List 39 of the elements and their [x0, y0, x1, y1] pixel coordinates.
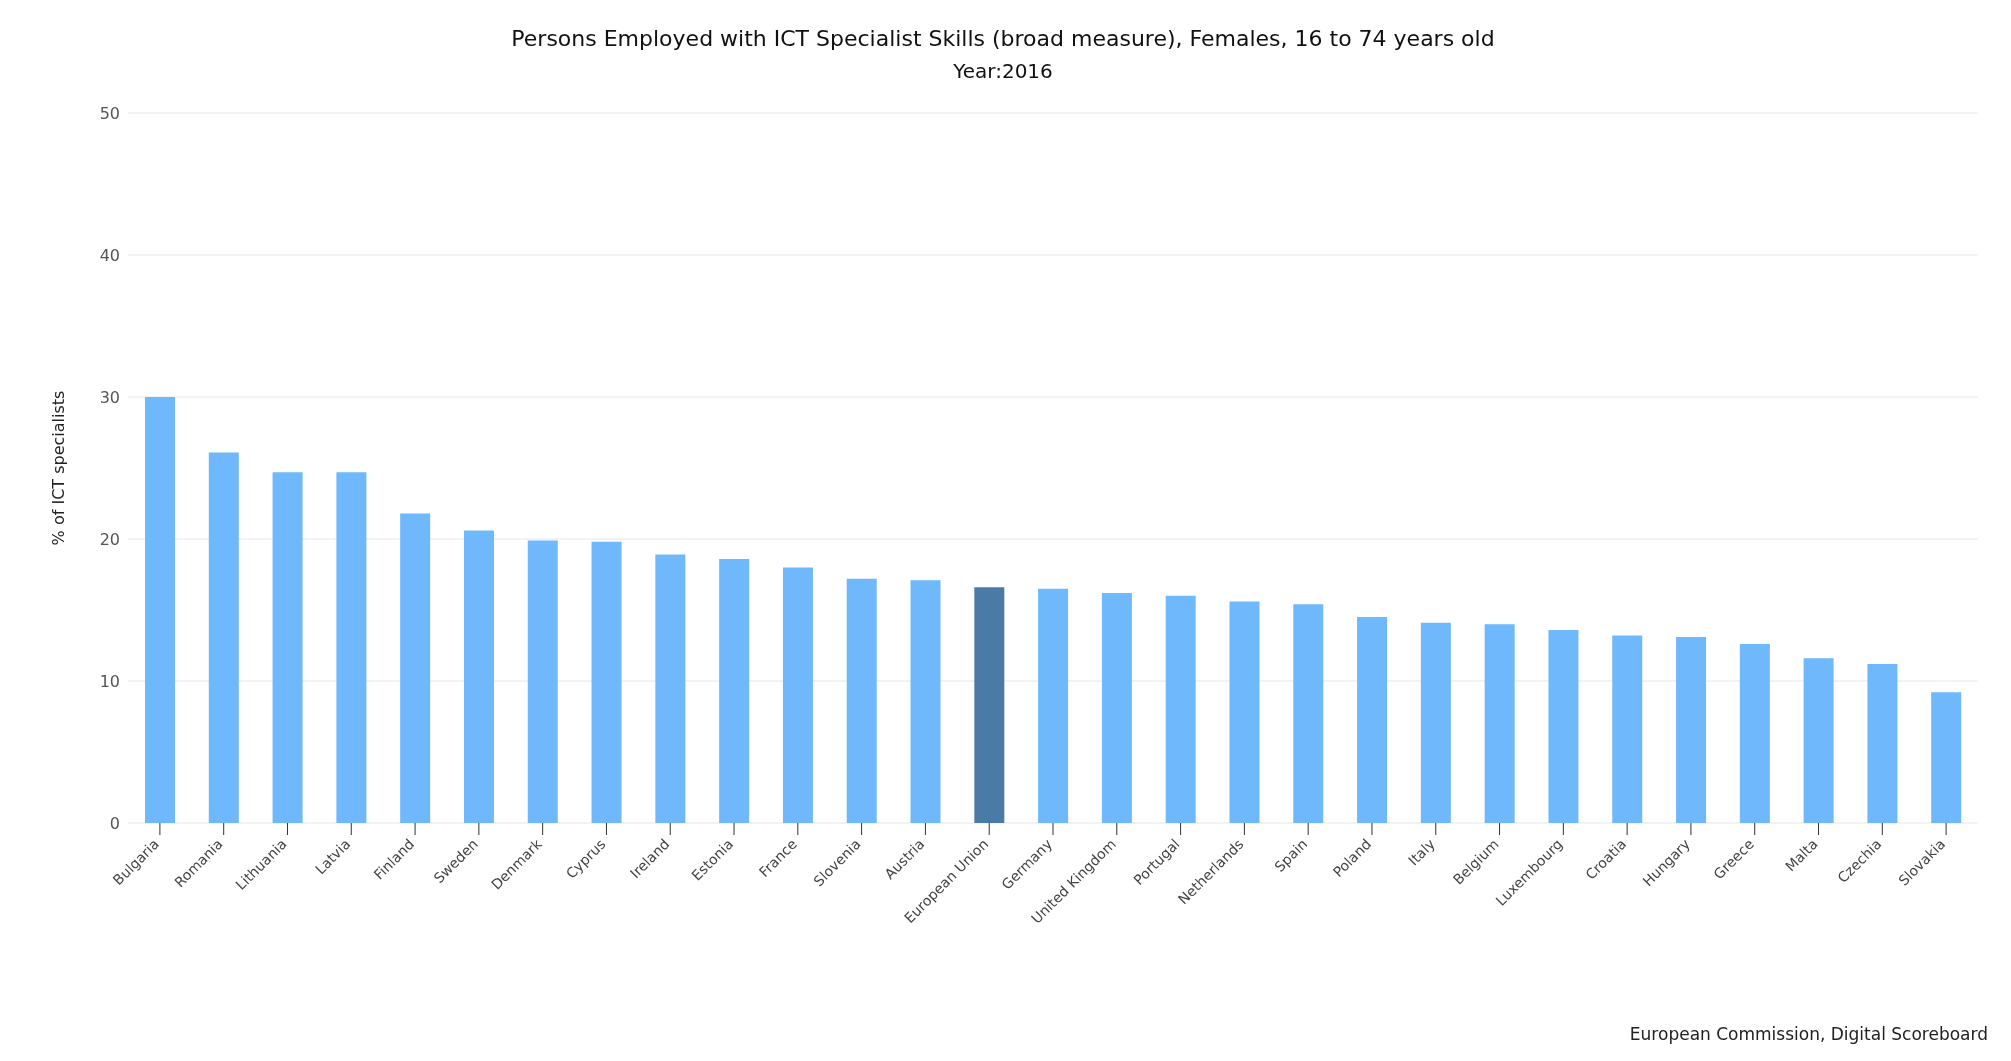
bar — [974, 587, 1005, 823]
bar — [1293, 604, 1324, 823]
y-tick-label: 40 — [99, 245, 120, 265]
y-tick-label: 0 — [109, 813, 120, 833]
bar — [1101, 592, 1132, 823]
bar — [527, 540, 558, 823]
bar — [1229, 601, 1260, 823]
bar — [1612, 635, 1643, 823]
bar — [655, 554, 686, 823]
bar — [1484, 624, 1515, 823]
bar — [1676, 636, 1707, 823]
bar — [1548, 629, 1579, 823]
bar — [782, 567, 813, 823]
bar — [719, 558, 750, 823]
y-tick-label: 30 — [99, 387, 120, 407]
bar — [1038, 588, 1069, 823]
bar — [1357, 617, 1388, 823]
bar — [1931, 692, 1962, 823]
bar — [145, 397, 175, 823]
bar — [846, 578, 877, 823]
y-tick-label: 20 — [99, 529, 120, 549]
bar — [591, 541, 622, 823]
bar — [1803, 658, 1834, 823]
bar — [1739, 644, 1770, 823]
bar — [1420, 622, 1451, 823]
bar — [336, 472, 367, 823]
y-axis-title: % of ICT specialists — [48, 390, 68, 546]
bar — [1867, 663, 1898, 823]
chart-subtitle: Year:2016 — [952, 58, 1054, 83]
bar — [463, 530, 494, 823]
text: European Commission, Digital Scoreboard — [1629, 1024, 1988, 1044]
bar — [208, 452, 239, 823]
bar — [910, 580, 941, 823]
y-tick-label: 10 — [99, 671, 120, 691]
y-tick-label: 50 — [99, 103, 120, 123]
bar — [1165, 595, 1196, 823]
bar — [400, 513, 431, 823]
chart-title: Persons Employed with ICT Specialist Skills (broad measure), Females, 16 to 74 years old — [510, 25, 1496, 51]
bar — [272, 472, 303, 823]
